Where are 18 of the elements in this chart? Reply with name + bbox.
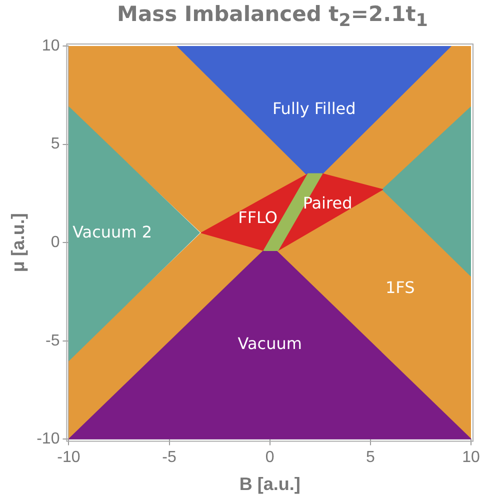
- y-tick-label: 10: [42, 37, 60, 54]
- y-axis-title: μ [a.u.]: [8, 213, 28, 272]
- x-tick-label: 10: [462, 449, 480, 466]
- y-tick-label: -5: [45, 332, 60, 350]
- y-tick-label: 5: [50, 136, 60, 153]
- series-label: Fully Filled: [272, 99, 356, 118]
- series-label: Vacuum: [238, 334, 302, 353]
- x-tick-label: -5: [162, 449, 177, 466]
- x-tick-label: 5: [366, 449, 375, 466]
- series-label: Vacuum 2: [72, 222, 152, 242]
- x-axis-title: B [a.u.]: [239, 474, 300, 494]
- chart-title: Mass Imbalanced t$_{2}$=2.1t$_{1}$: [116, 2, 429, 32]
- y-tick-label: 0: [50, 234, 60, 252]
- y-tick-label: -10: [36, 430, 60, 448]
- series-label: Paired: [302, 194, 352, 213]
- x-tick-label: 0: [265, 449, 274, 466]
- series-label: 1FS: [385, 278, 415, 297]
- series-label: FFLO: [238, 208, 278, 228]
